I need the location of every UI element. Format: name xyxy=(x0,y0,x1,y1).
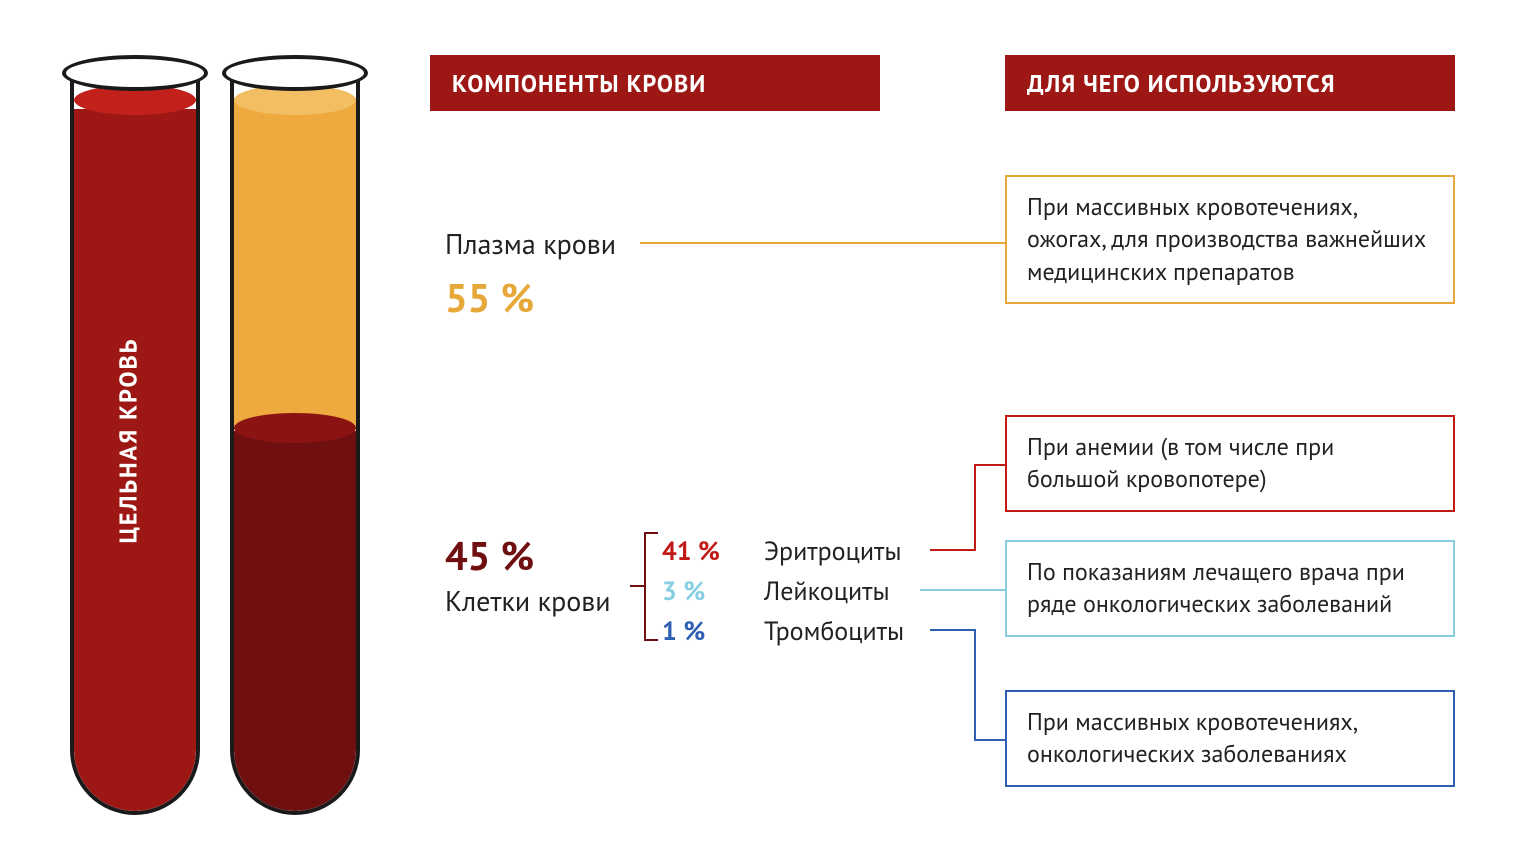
cells-label: Клетки крови xyxy=(445,582,610,619)
plasma-fill xyxy=(234,98,356,428)
connector-thrombo xyxy=(930,630,1005,740)
tube-separated xyxy=(230,55,360,815)
tube-whole-blood: ЦЕЛЬНАЯ КРОВЬ xyxy=(70,55,200,815)
cells-surface xyxy=(234,413,356,443)
plasma-label: Плазма крови xyxy=(445,225,616,262)
plasma-pct: 55 % xyxy=(445,272,534,324)
erythro-name: Эритроциты xyxy=(764,535,902,568)
cells-fill xyxy=(234,431,356,811)
infographic-stage: ЦЕЛЬНАЯ КРОВЬ КОМПОНЕНТЫ КРОВИ ДЛЯ ЧЕГО … xyxy=(0,0,1520,855)
usage-erythro: При анемии (в том числе при большой кров… xyxy=(1005,415,1455,512)
tube-separated-body xyxy=(230,73,360,815)
cells-pct: 45 % xyxy=(445,530,534,582)
tube-whole-rim xyxy=(62,55,208,91)
leuko-name: Лейкоциты xyxy=(764,575,890,608)
connector-erythro xyxy=(930,465,1005,550)
cell-row-thrombo: 1 % Тромбоциты xyxy=(662,615,904,648)
thrombo-name: Тромбоциты xyxy=(764,615,904,648)
erythro-pct: 41 % xyxy=(662,535,740,568)
header-usage: ДЛЯ ЧЕГО ИСПОЛЬЗУЮТСЯ xyxy=(1005,55,1455,111)
cell-row-leuko: 3 % Лейкоциты xyxy=(662,575,890,608)
usage-leuko: По показаниям лечащего врача при ряде он… xyxy=(1005,540,1455,637)
thrombo-pct: 1 % xyxy=(662,615,740,648)
tube-separated-rim xyxy=(222,55,368,91)
header-components: КОМПОНЕНТЫ КРОВИ xyxy=(430,55,880,111)
bracket-cells xyxy=(630,533,658,640)
whole-blood-label: ЦЕЛЬНАЯ КРОВЬ xyxy=(112,338,143,544)
usage-plasma: При массивных кровотечениях, ожогах, для… xyxy=(1005,175,1455,304)
usage-thrombo: При массивных кровотечениях, онкологичес… xyxy=(1005,690,1455,787)
cell-row-erythro: 41 % Эритроциты xyxy=(662,535,902,568)
leuko-pct: 3 % xyxy=(662,575,740,608)
